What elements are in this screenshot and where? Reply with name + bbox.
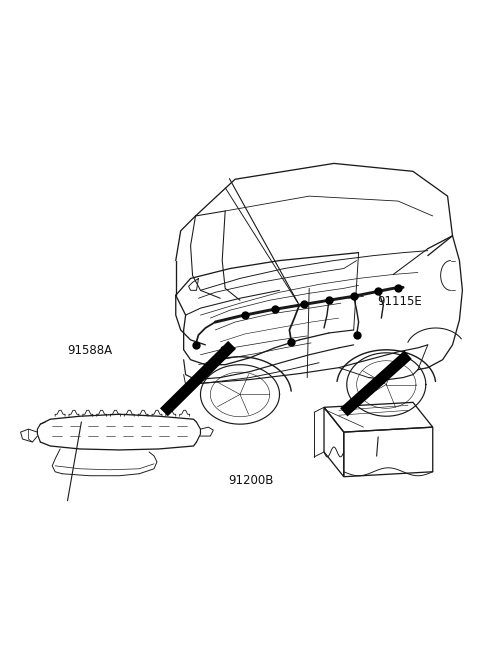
Text: 91115E: 91115E: [378, 295, 422, 308]
Text: 91200B: 91200B: [228, 474, 274, 487]
Text: 91588A: 91588A: [67, 344, 112, 357]
